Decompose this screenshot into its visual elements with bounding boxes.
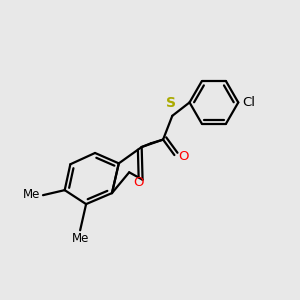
Text: O: O [178,150,188,163]
Text: S: S [166,97,176,110]
Text: Me: Me [23,188,40,201]
Text: Me: Me [72,232,89,245]
Text: Cl: Cl [242,96,255,109]
Text: O: O [134,176,144,189]
